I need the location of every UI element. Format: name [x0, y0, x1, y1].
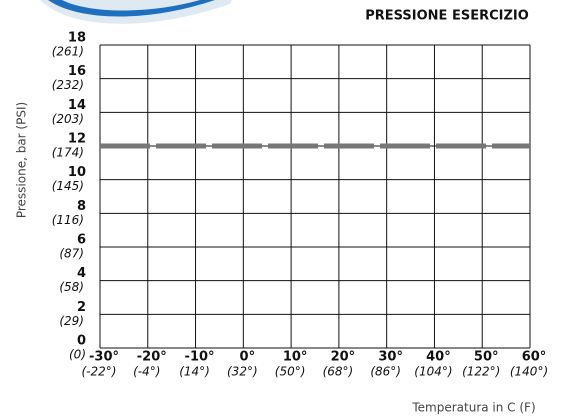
- y-tick-label: 6: [77, 233, 86, 248]
- x-tick-secondary-label: (140°): [510, 365, 548, 379]
- x-tick-label: 30°: [378, 350, 403, 365]
- y-tick-label: 16: [68, 64, 86, 79]
- x-tick-secondary-label: (50°): [275, 365, 306, 379]
- x-axis-label: Temperatura in C (F): [411, 401, 535, 415]
- x-tick-label: 20°: [331, 350, 356, 365]
- x-tick-label: 40°: [426, 350, 451, 365]
- y-tick-secondary-label: (58): [59, 280, 84, 294]
- y-tick-label: 18: [68, 31, 86, 46]
- y-tick-secondary-label: (174): [52, 146, 84, 160]
- x-tick-label: 60°: [522, 350, 547, 365]
- x-tick-label: -30°: [89, 350, 119, 365]
- x-tick-secondary-label: (122°): [462, 365, 500, 379]
- y-tick-label: 2: [77, 300, 86, 315]
- decoration: [48, 0, 215, 17]
- y-tick-label: 12: [68, 132, 86, 147]
- x-tick-secondary-label: (-4°): [133, 365, 160, 379]
- y-tick-secondary-label: (116): [52, 213, 84, 227]
- chart-title: PRESSIONE ESERCIZIO: [365, 9, 529, 24]
- x-tick-secondary-label: (104°): [414, 365, 452, 379]
- y-axis-label: Pressione, bar (PSI): [15, 102, 29, 218]
- y-tick-secondary-label: (232): [52, 78, 84, 92]
- y-tick-secondary-label: (0): [69, 348, 86, 362]
- x-tick-label: 10°: [283, 350, 308, 365]
- y-tick-secondary-label: (87): [59, 247, 84, 261]
- x-tick-label: -10°: [185, 350, 215, 365]
- y-tick-secondary-label: (203): [52, 112, 84, 126]
- y-tick-label: 8: [77, 199, 86, 214]
- y-tick-label: 14: [68, 98, 86, 113]
- y-tick-secondary-label: (145): [52, 179, 84, 193]
- y-tick-label: 10: [68, 165, 86, 180]
- x-tick-secondary-label: (-22°): [82, 365, 117, 379]
- x-tick-secondary-label: (86°): [370, 365, 401, 379]
- y-tick-label: 0: [77, 334, 86, 349]
- x-tick-label: 0°: [240, 350, 256, 365]
- y-tick-label: 4: [77, 266, 86, 281]
- x-tick-label: -20°: [137, 350, 167, 365]
- x-tick-secondary-label: (14°): [179, 365, 210, 379]
- y-tick-secondary-label: (29): [59, 314, 84, 328]
- x-tick-secondary-label: (68°): [323, 365, 354, 379]
- y-tick-secondary-label: (261): [52, 45, 84, 59]
- x-tick-secondary-label: (32°): [227, 365, 258, 379]
- x-tick-label: 50°: [474, 350, 499, 365]
